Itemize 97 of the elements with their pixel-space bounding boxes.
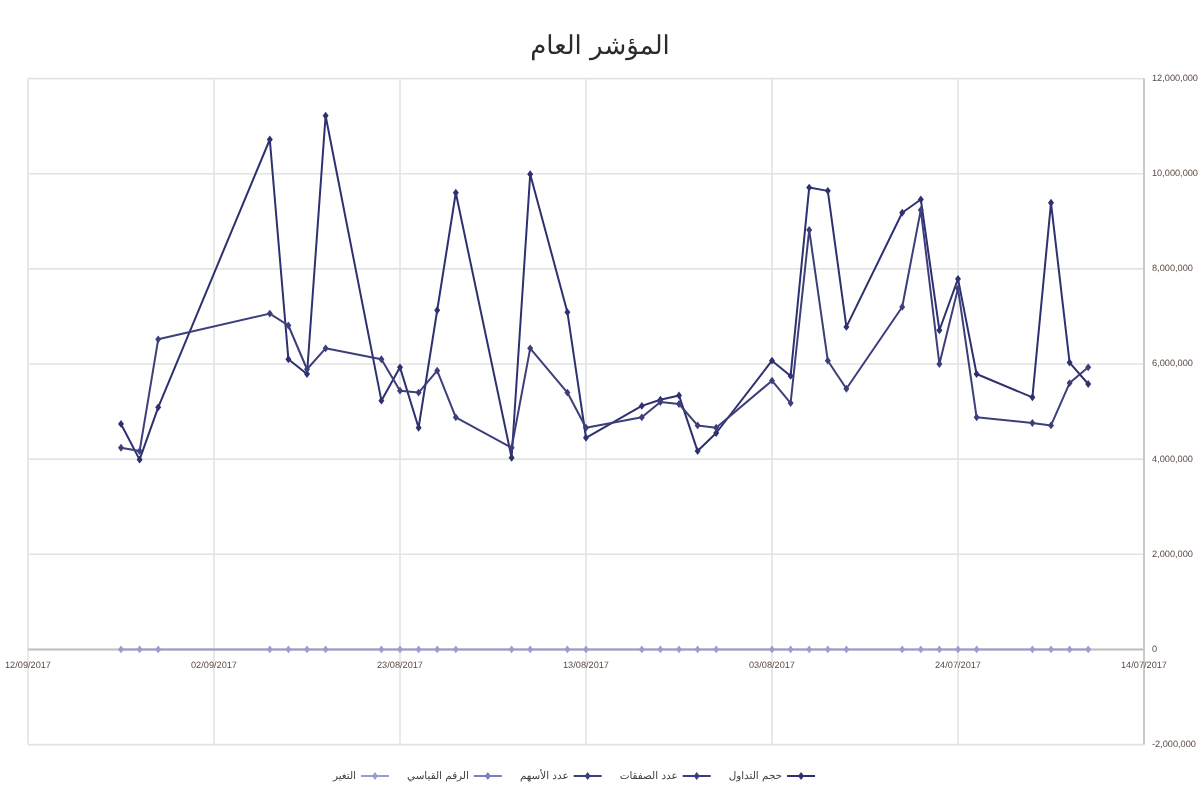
point xyxy=(1048,645,1054,654)
point xyxy=(583,433,589,442)
point xyxy=(917,206,924,214)
point xyxy=(1066,379,1073,387)
point xyxy=(1085,380,1092,388)
point xyxy=(694,447,701,455)
point xyxy=(118,420,124,428)
point xyxy=(1048,421,1054,430)
point xyxy=(285,645,292,654)
point xyxy=(955,274,961,283)
point xyxy=(769,645,775,654)
point xyxy=(694,421,701,430)
point xyxy=(155,645,162,654)
point xyxy=(564,645,571,654)
point xyxy=(378,355,385,364)
point xyxy=(806,225,813,234)
point xyxy=(713,423,720,432)
point xyxy=(676,645,682,654)
point xyxy=(1085,645,1092,654)
point xyxy=(118,443,124,452)
point xyxy=(155,403,162,412)
point xyxy=(806,183,813,192)
point xyxy=(434,366,441,375)
point xyxy=(936,645,943,654)
point xyxy=(676,391,682,400)
point xyxy=(638,413,645,422)
point xyxy=(843,645,850,654)
point xyxy=(936,360,943,368)
point xyxy=(1066,358,1073,367)
point xyxy=(136,455,143,464)
point xyxy=(415,388,422,397)
chart-title: المؤشر العام xyxy=(530,32,670,62)
point xyxy=(564,388,571,397)
point xyxy=(397,363,403,372)
point xyxy=(508,645,515,654)
point xyxy=(1029,645,1036,654)
point xyxy=(397,645,403,654)
point xyxy=(155,335,162,344)
point xyxy=(1085,363,1092,372)
point xyxy=(638,645,645,654)
point xyxy=(769,356,775,365)
point xyxy=(917,195,924,204)
point xyxy=(713,645,720,654)
point xyxy=(452,188,459,197)
point xyxy=(322,645,329,654)
point xyxy=(266,309,273,318)
point xyxy=(973,645,980,654)
point xyxy=(583,645,589,654)
point xyxy=(304,365,310,374)
point xyxy=(266,645,273,654)
point xyxy=(285,321,292,330)
point xyxy=(434,645,441,654)
point xyxy=(452,413,459,422)
point xyxy=(694,645,701,654)
point xyxy=(843,384,850,393)
point xyxy=(824,645,831,654)
point xyxy=(824,356,831,365)
point xyxy=(564,308,571,317)
point xyxy=(1029,419,1036,427)
point xyxy=(638,401,645,410)
point xyxy=(527,645,534,654)
point xyxy=(452,645,459,654)
point xyxy=(508,453,515,462)
point xyxy=(769,376,775,385)
point xyxy=(285,355,292,364)
point xyxy=(378,396,385,405)
point xyxy=(397,386,403,395)
point xyxy=(899,208,906,217)
point xyxy=(843,323,850,331)
point xyxy=(583,423,589,432)
point xyxy=(806,645,813,654)
point xyxy=(899,303,906,311)
point xyxy=(787,399,794,407)
point xyxy=(973,413,980,422)
point xyxy=(955,645,961,654)
point xyxy=(657,645,664,654)
point xyxy=(136,645,143,654)
point xyxy=(378,645,385,654)
point xyxy=(527,344,534,353)
point xyxy=(322,344,329,353)
point xyxy=(787,645,794,654)
point xyxy=(1048,198,1054,207)
point xyxy=(322,111,329,120)
point xyxy=(676,400,682,408)
point xyxy=(415,645,422,654)
point xyxy=(824,186,831,195)
point xyxy=(136,447,143,455)
point xyxy=(1029,393,1036,402)
point xyxy=(118,645,124,654)
point xyxy=(304,645,310,654)
point xyxy=(899,645,906,654)
point xyxy=(973,370,980,378)
point xyxy=(508,443,515,452)
line-series xyxy=(118,206,1092,455)
point xyxy=(1066,645,1073,654)
point xyxy=(434,306,441,315)
point xyxy=(917,645,924,654)
